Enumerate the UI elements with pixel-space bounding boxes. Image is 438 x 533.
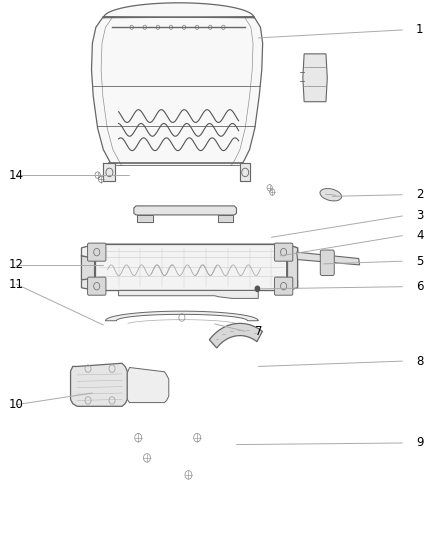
Polygon shape — [297, 252, 360, 265]
Polygon shape — [303, 54, 327, 102]
Circle shape — [255, 286, 260, 292]
Polygon shape — [92, 3, 263, 165]
Polygon shape — [81, 244, 297, 259]
Polygon shape — [209, 324, 262, 348]
Polygon shape — [81, 278, 297, 290]
Text: 12: 12 — [8, 259, 24, 271]
Text: 7: 7 — [254, 325, 262, 338]
Polygon shape — [81, 256, 95, 280]
Text: 2: 2 — [416, 188, 424, 201]
Text: 5: 5 — [416, 255, 424, 268]
Text: 9: 9 — [416, 437, 424, 449]
Text: 6: 6 — [416, 280, 424, 293]
Polygon shape — [119, 290, 258, 298]
Polygon shape — [134, 206, 237, 215]
Polygon shape — [240, 163, 251, 181]
Text: 10: 10 — [8, 398, 23, 411]
Text: 14: 14 — [8, 168, 24, 182]
Polygon shape — [287, 244, 297, 290]
Polygon shape — [137, 215, 152, 222]
Text: 3: 3 — [416, 209, 424, 222]
FancyBboxPatch shape — [88, 277, 106, 295]
Polygon shape — [106, 311, 258, 321]
Polygon shape — [71, 364, 127, 406]
Text: 11: 11 — [8, 278, 24, 290]
Polygon shape — [218, 215, 233, 222]
FancyBboxPatch shape — [88, 243, 106, 261]
Polygon shape — [95, 244, 287, 290]
Text: 8: 8 — [416, 354, 424, 368]
Polygon shape — [103, 163, 115, 181]
FancyBboxPatch shape — [275, 277, 293, 295]
Ellipse shape — [320, 189, 342, 201]
Text: 4: 4 — [416, 229, 424, 242]
FancyBboxPatch shape — [320, 250, 334, 276]
Text: 1: 1 — [416, 23, 424, 36]
Polygon shape — [127, 368, 169, 402]
FancyBboxPatch shape — [275, 243, 293, 261]
